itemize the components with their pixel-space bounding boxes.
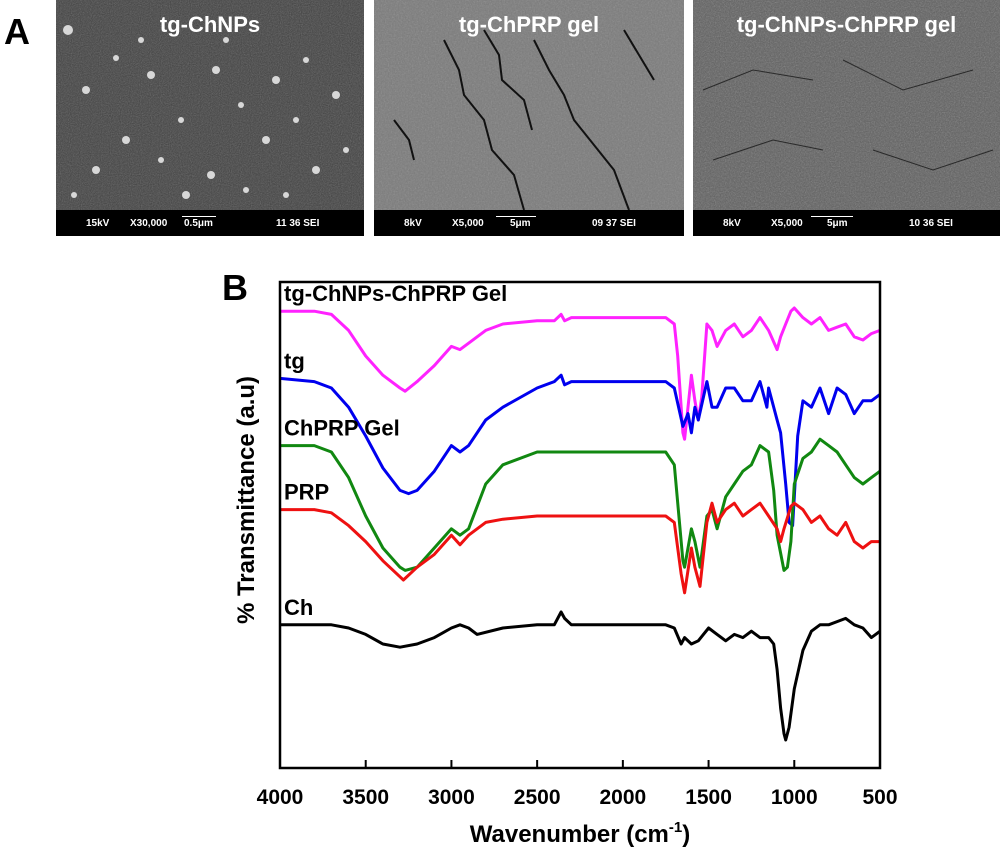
- sem-voltage: 15kV: [86, 218, 110, 229]
- series-line-tg-chnps-chprp-gel: [280, 306, 881, 441]
- sem-info: 11 36 SEI: [276, 218, 320, 229]
- sem-voltage: 8kV: [404, 218, 422, 229]
- x-tick-label: 3000: [428, 786, 475, 809]
- sem-info-bar: 8kV X5,000 5μm 09 37 SEI: [374, 210, 684, 236]
- sem-title: tg-ChNPs: [159, 12, 261, 37]
- sem-image-tg-chnps: tg-ChNPs 15kV X30,000 0.5μm 11 36 SEI: [56, 0, 364, 236]
- sem-scale: 0.5μm: [184, 218, 213, 229]
- x-axis-label: Wavenumber (cm-1): [470, 819, 691, 848]
- sem-info-bar: 15kV X30,000 0.5μm 11 36 SEI: [56, 210, 364, 236]
- sem-image-tg-chprp-gel: tg-ChPRP gel 8kV X5,000 5μm 09 37 SEI: [374, 0, 684, 236]
- sem-info-bar: 8kV X5,000 5μm 10 36 SEI: [693, 210, 1000, 236]
- sem-title: tg-ChNPs-ChPRP gel: [736, 12, 957, 37]
- x-axis-label-close: ): [682, 821, 690, 848]
- sem-title: tg-ChPRP gel: [458, 12, 600, 37]
- series-label: Ch: [284, 595, 313, 620]
- x-axis-label-superscript: -1: [669, 819, 682, 836]
- series-label: ChPRP Gel: [284, 416, 400, 441]
- x-axis-label-main: Wavenumber (cm: [470, 821, 669, 848]
- series-line-ch: [280, 610, 881, 742]
- sem-texture: [56, 0, 364, 236]
- sem-info: 10 36 SEI: [909, 218, 953, 229]
- sem-texture: [693, 0, 1000, 236]
- sem-magnification: X30,000: [130, 218, 168, 229]
- scale-bar: [811, 216, 853, 217]
- x-tick-label: 2000: [599, 786, 646, 809]
- series-label: tg: [284, 348, 305, 373]
- sem-magnification: X5,000: [771, 218, 803, 229]
- series-line-tg: [279, 373, 881, 528]
- x-tick-label: 3500: [342, 786, 389, 809]
- sem-magnification: X5,000: [452, 218, 484, 229]
- series-label: PRP: [284, 480, 329, 505]
- x-tick-label: 4000: [257, 786, 304, 809]
- x-tick-label: 500: [862, 786, 897, 809]
- sem-scale: 5μm: [827, 218, 848, 229]
- x-tick-label: 1500: [685, 786, 732, 809]
- scale-bar: [182, 216, 216, 217]
- y-axis-label: % Transmittance (a.u): [233, 376, 260, 624]
- x-tick-label: 2500: [514, 786, 561, 809]
- sem-scale: 5μm: [510, 218, 531, 229]
- panel-a-label: A: [4, 11, 30, 52]
- sem-image-tg-chnps-chprp-gel: tg-ChNPs-ChPRP gel 8kV X5,000 5μm 10 36 …: [693, 0, 1000, 236]
- sem-voltage: 8kV: [723, 218, 741, 229]
- plot-frame: [278, 280, 882, 770]
- scale-bar: [496, 216, 536, 217]
- series-label: tg-ChNPs-ChPRP Gel: [284, 281, 507, 306]
- x-tick-label: 1000: [771, 786, 818, 809]
- panel-b-label: B: [222, 267, 248, 308]
- series-line-chprp-gel: [280, 437, 881, 572]
- sem-info: 09 37 SEI: [592, 218, 636, 229]
- series-line-prp: [280, 501, 880, 595]
- sem-texture: [374, 0, 684, 236]
